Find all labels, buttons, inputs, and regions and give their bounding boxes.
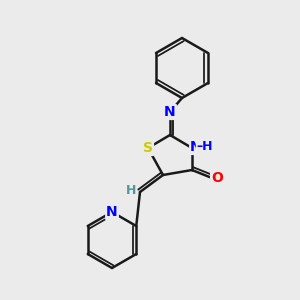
Text: O: O	[211, 171, 223, 185]
Text: –H: –H	[197, 140, 213, 154]
Text: H: H	[126, 184, 136, 197]
Text: N: N	[106, 205, 118, 219]
Text: S: S	[143, 141, 153, 155]
Text: N: N	[164, 105, 176, 119]
Text: N: N	[190, 140, 202, 154]
